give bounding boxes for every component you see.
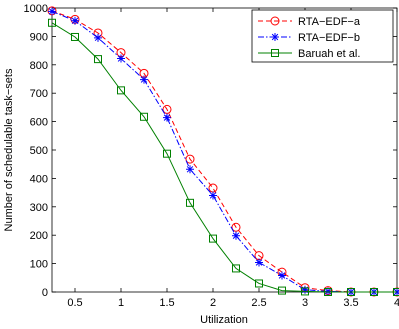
data-point — [186, 165, 194, 174]
y-tick-label: 900 — [30, 31, 48, 43]
data-point — [232, 264, 240, 273]
data-point — [370, 288, 378, 296]
data-point — [140, 75, 148, 84]
data-point — [324, 287, 332, 296]
x-tick-label: 3 — [302, 297, 308, 309]
data-point — [271, 49, 279, 57]
y-tick-label: 100 — [30, 259, 48, 271]
data-point — [347, 288, 355, 296]
data-point — [232, 231, 240, 240]
y-tick-label: 200 — [30, 230, 48, 242]
data-point — [71, 32, 79, 41]
data-point — [255, 279, 263, 288]
data-point — [278, 271, 286, 280]
data-point — [324, 288, 332, 296]
x-tick-label: 1 — [118, 297, 124, 309]
data-point — [209, 191, 217, 200]
data-point — [209, 234, 217, 243]
data-point — [271, 33, 279, 41]
series-square — [48, 18, 399, 296]
y-tick-label: 400 — [30, 173, 48, 185]
x-tick-label: 0.5 — [67, 297, 82, 309]
y-tick-label: 700 — [30, 88, 48, 100]
data-point — [48, 18, 56, 27]
x-tick-label: 4 — [394, 297, 399, 309]
data-point — [301, 285, 309, 294]
data-point — [255, 258, 263, 267]
x-tick-label: 3.5 — [343, 297, 358, 309]
data-point — [163, 149, 171, 158]
data-point — [163, 113, 171, 122]
y-tick-label: 500 — [30, 145, 48, 157]
legend-label: RTA−EDF−b — [298, 32, 360, 44]
data-point — [270, 16, 280, 26]
data-point — [162, 104, 172, 114]
data-point — [231, 222, 241, 232]
data-point — [185, 154, 195, 164]
y-tick-label: 1000 — [24, 3, 48, 15]
data-point — [94, 33, 102, 42]
x-tick-label: 1.5 — [159, 297, 174, 309]
data-point — [117, 86, 125, 95]
y-tick-label: 0 — [42, 287, 48, 299]
series-layer — [47, 6, 399, 297]
data-point — [278, 286, 286, 295]
series-line — [51, 10, 397, 293]
y-tick-label: 800 — [30, 60, 48, 72]
data-point — [48, 7, 56, 16]
data-point — [393, 288, 399, 296]
data-point — [94, 55, 102, 64]
y-tick-label: 600 — [30, 117, 48, 129]
x-tick-label: 2.5 — [251, 297, 266, 309]
legend-label: Baruah et al. — [298, 48, 360, 60]
data-point — [301, 287, 309, 296]
y-tick-label: 300 — [30, 202, 48, 214]
series-line — [51, 22, 397, 293]
x-axis-label: Utilization — [200, 314, 248, 326]
data-point — [186, 198, 194, 207]
legend-label: RTA−EDF−a — [298, 16, 361, 28]
x-tick-label: 2 — [210, 297, 216, 309]
data-point — [140, 112, 148, 121]
y-axis-label: Number of schedulable task−sets — [3, 68, 15, 231]
legend: RTA−EDF−a RTA−EDF−b Baruah et al. — [251, 9, 394, 63]
data-point — [117, 54, 125, 63]
data-point — [71, 16, 79, 25]
y-axis: 0 100 200 300 400 500 600 700 800 900 1000 — [24, 3, 397, 299]
